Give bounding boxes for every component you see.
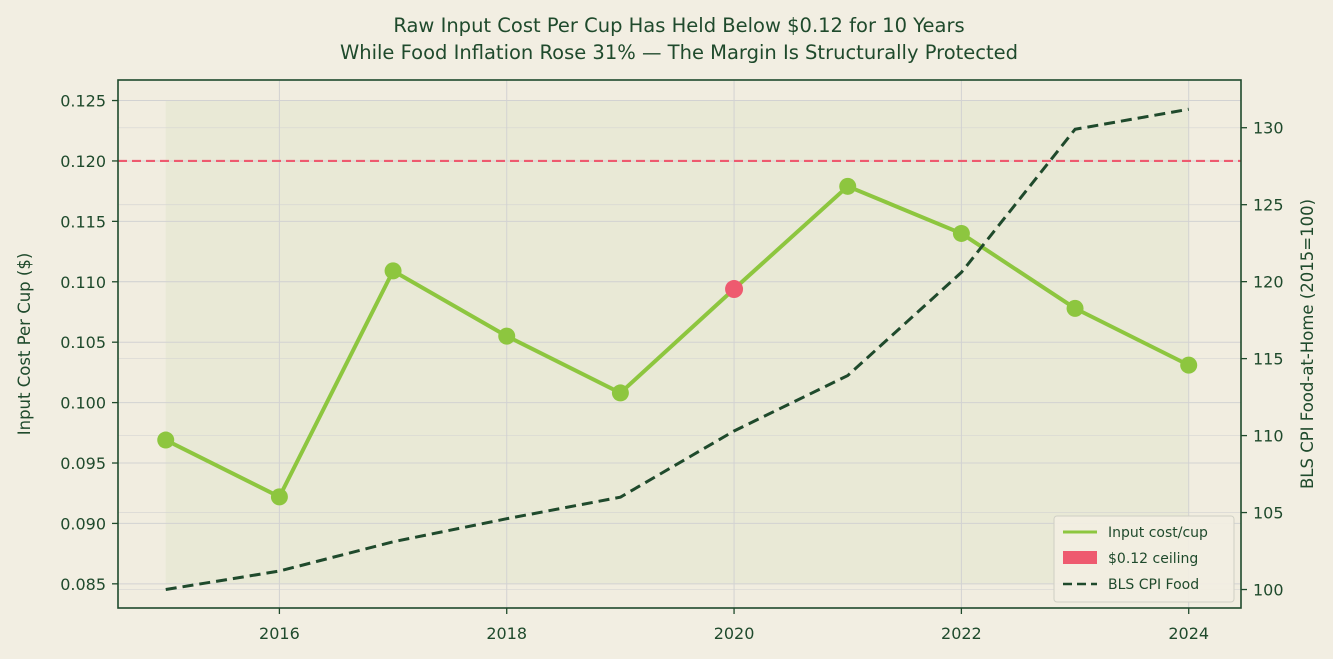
y-right-tick-label-125: 125 [1253, 196, 1284, 215]
x-tick-label-2022: 2022 [941, 624, 982, 643]
x-tick-label-2018: 2018 [486, 624, 527, 643]
legend-label-input-cost: Input cost/cup [1108, 525, 1208, 541]
legend-swatch-ceiling [1063, 551, 1097, 564]
y-right-tick-label-130: 130 [1253, 119, 1284, 138]
input-cost-point-2024 [1180, 356, 1198, 374]
legend-box [1053, 515, 1235, 603]
y-left-tick-label-0.105: 0.105 [60, 333, 106, 352]
y-right-tick-label-105: 105 [1253, 504, 1284, 523]
y-right-tick-label-110: 110 [1253, 427, 1284, 446]
plot-frame [117, 79, 1242, 609]
y-left-tick-label-0.115: 0.115 [60, 212, 106, 231]
y-right-tick-label-100: 100 [1253, 581, 1284, 600]
series-line-cpi [165, 107, 1189, 592]
y-right-tick-label-120: 120 [1253, 273, 1284, 292]
y-axis-left-label: Input Cost Per Cup ($) [15, 253, 34, 436]
input-cost-point-2020 [725, 280, 744, 299]
legend: Input cost/cup $0.12 ceiling BLS CPI Foo… [1053, 515, 1235, 603]
input-cost-point-2017 [384, 262, 402, 280]
input-cost-point-2021 [839, 177, 857, 195]
chart-title-line-1: Raw Input Cost Per Cup Has Held Below $0… [393, 14, 964, 37]
input-cost-point-2019 [611, 384, 629, 402]
y-left-tick-label-0.095: 0.095 [60, 454, 106, 473]
x-tick-label-2024: 2024 [1168, 624, 1209, 643]
y-left-tick-label-0.110: 0.110 [60, 273, 106, 292]
axis-layer: 2016 2018 2020 2022 2024 0.085 0.090 0.095 0.100… [60, 92, 1283, 643]
input-cost-point-2016 [270, 488, 288, 506]
series-layer [157, 107, 1198, 592]
y-axis-right-label: BLS CPI Food-at-Home (2015=100) [1298, 199, 1317, 489]
x-tick-label-2016: 2016 [259, 624, 300, 643]
y-left-tick-label-0.085: 0.085 [60, 575, 106, 594]
legend-label-cpi: BLS CPI Food [1108, 577, 1199, 593]
x-tick-label-2020: 2020 [714, 624, 755, 643]
legend-label-ceiling: $0.12 ceiling [1108, 551, 1198, 567]
y-left-tick-label-0.125: 0.125 [60, 92, 106, 111]
input-cost-point-2023 [1066, 299, 1084, 317]
input-cost-point-2022 [952, 224, 970, 242]
y-left-tick-label-0.090: 0.090 [60, 514, 106, 533]
input-cost-point-2015 [157, 431, 175, 449]
series-line-input-cost [164, 184, 1190, 499]
chart-title-line-2: While Food Inflation Rose 31% — The Marg… [340, 41, 1018, 64]
y-right-tick-label-115: 115 [1253, 350, 1284, 369]
y-left-tick-label-0.100: 0.100 [60, 394, 106, 413]
input-cost-point-2018 [498, 327, 516, 345]
y-left-tick-label-0.120: 0.120 [60, 152, 106, 171]
